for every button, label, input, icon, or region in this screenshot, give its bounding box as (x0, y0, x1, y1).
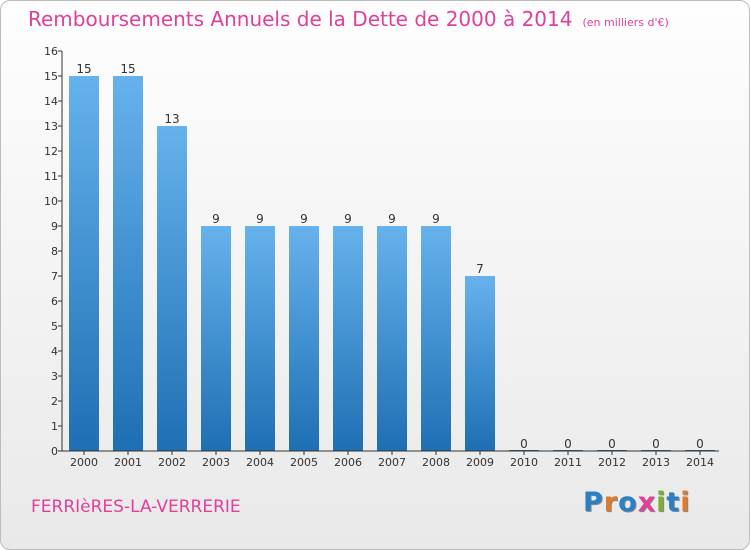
chart-title-text: Remboursements Annuels de la Dette de 20… (28, 7, 573, 31)
y-tick-label: 0 (51, 445, 58, 458)
data-label: 0 (564, 437, 572, 451)
y-tick-label: 3 (51, 370, 58, 383)
bar (289, 226, 319, 451)
x-tick-label: 2011 (554, 456, 582, 469)
data-label: 0 (696, 437, 704, 451)
x-tick-label: 2009 (466, 456, 494, 469)
x-tick-label: 2003 (202, 456, 230, 469)
logo-letter: i (656, 487, 667, 518)
data-label: 7 (476, 262, 484, 276)
data-label: 9 (256, 212, 264, 226)
x-axis: 2000 2001 2002 2003 2004 2005 2006 2007 2008 2009… (62, 450, 719, 469)
bar (201, 226, 231, 451)
bar (245, 226, 275, 451)
data-label: 9 (388, 212, 396, 226)
x-tick-label: 2005 (290, 456, 318, 469)
data-label: 15 (76, 62, 91, 76)
data-label: 0 (520, 437, 528, 451)
x-tick-label: 2012 (598, 456, 626, 469)
y-tick-label: 15 (44, 70, 58, 83)
chart-title: Remboursements Annuels de la Dette de 20… (28, 7, 669, 31)
y-tick-label: 10 (44, 195, 58, 208)
x-tick-label: 2001 (114, 456, 142, 469)
logo-letter: x (637, 487, 657, 518)
bar (333, 226, 363, 451)
data-label: 0 (608, 437, 616, 451)
x-tick-label: 2008 (422, 456, 450, 469)
logo-letter: i (680, 487, 691, 518)
data-label: 9 (432, 212, 440, 226)
data-label: 13 (164, 112, 179, 126)
data-label: 0 (652, 437, 660, 451)
y-tick-label: 16 (44, 45, 58, 58)
y-tick-label: 9 (51, 220, 58, 233)
data-label: 15 (120, 62, 135, 76)
bars (69, 76, 715, 451)
y-tick-label: 13 (44, 120, 58, 133)
logo-letter: r (603, 487, 619, 518)
x-tick-label: 2000 (70, 456, 98, 469)
bar (113, 76, 143, 451)
y-tick-label: 14 (44, 95, 58, 108)
x-tick-label: 2006 (334, 456, 362, 469)
data-label: 9 (212, 212, 220, 226)
x-tick-label: 2002 (158, 456, 186, 469)
y-tick-label: 7 (51, 270, 58, 283)
bar (377, 226, 407, 451)
y-tick-label: 5 (51, 320, 58, 333)
logo-letter: t (666, 487, 681, 518)
logo-letter: o (618, 487, 638, 518)
chart-unit-text: (en milliers d'€) (582, 16, 669, 29)
x-tick-label: 2013 (642, 456, 670, 469)
data-label: 9 (344, 212, 352, 226)
x-tick-label: 2004 (246, 456, 274, 469)
commune-name: FERRIèRES-LA-VERRERIE (31, 497, 241, 517)
data-label: 9 (300, 212, 308, 226)
data-labels: 15 15 13 9 9 9 9 9 9 7 0 0 0 0 0 (76, 62, 703, 451)
x-tick-label: 2010 (510, 456, 538, 469)
y-tick-label: 2 (51, 395, 58, 408)
bar (465, 276, 495, 451)
logo-letter: P (583, 487, 604, 518)
proxiti-logo: Proxiti (583, 487, 691, 518)
bar (421, 226, 451, 451)
y-tick-label: 8 (51, 245, 58, 258)
y-tick-label: 4 (51, 345, 58, 358)
y-tick-label: 12 (44, 145, 58, 158)
y-tick-label: 1 (51, 420, 58, 433)
bar (157, 126, 187, 451)
x-tick-label: 2007 (378, 456, 406, 469)
y-tick-label: 11 (44, 170, 58, 183)
y-tick-label: 6 (51, 295, 58, 308)
bar (69, 76, 99, 451)
x-tick-label: 2014 (686, 456, 714, 469)
